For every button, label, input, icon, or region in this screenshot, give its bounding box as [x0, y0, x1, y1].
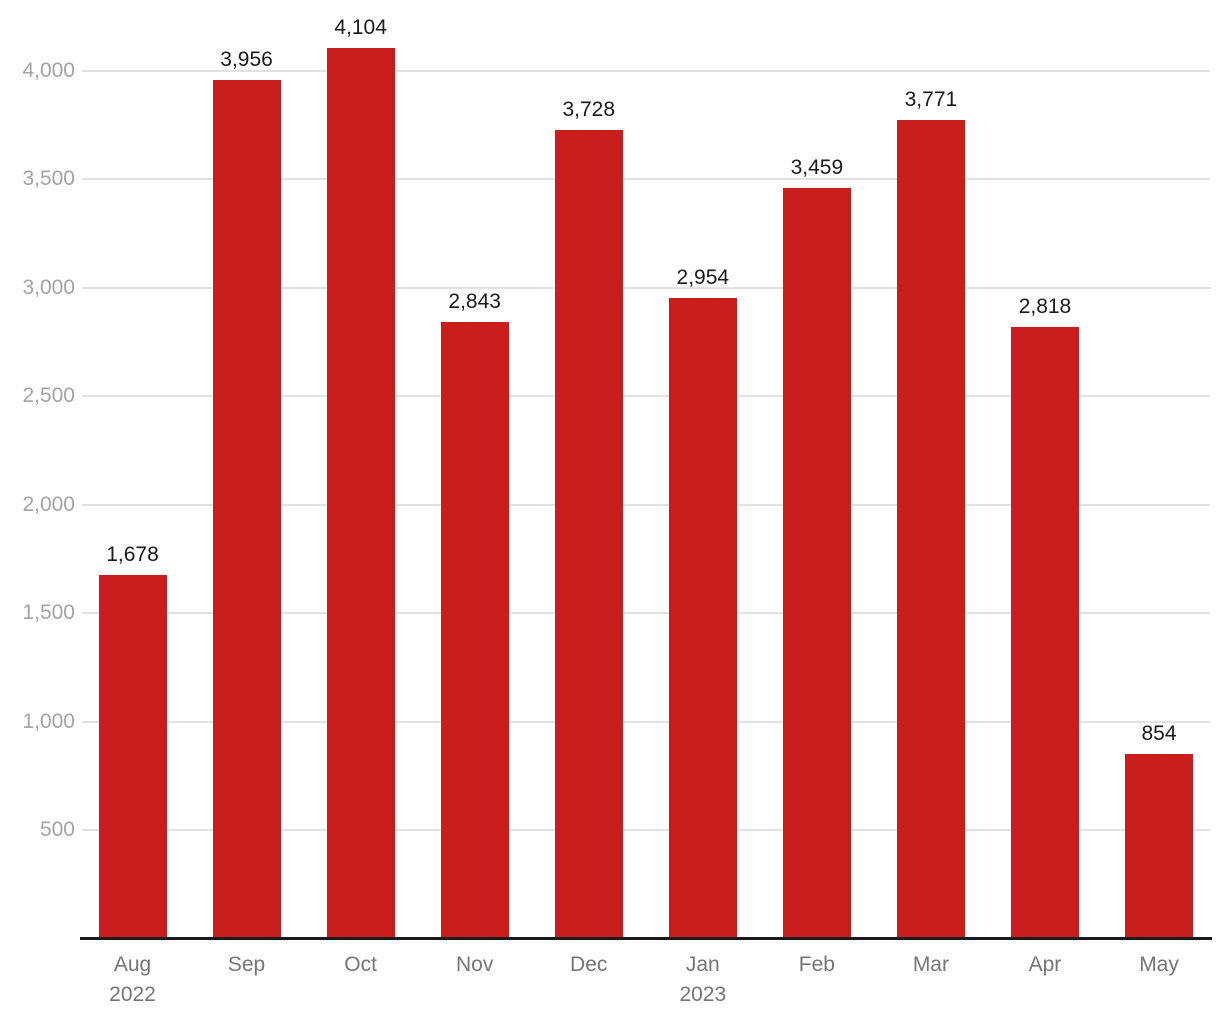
bar-apr[interactable]	[1010, 327, 1079, 939]
x-axis-month-label: Jan	[685, 953, 720, 976]
gridline	[82, 720, 1210, 723]
x-axis-month-label: Mar	[912, 953, 949, 976]
x-axis-month-label: Apr	[1028, 953, 1062, 976]
x-axis-label-sep: Sep	[187, 950, 307, 980]
bar-aug[interactable]	[98, 574, 167, 939]
x-axis-label-aug: Aug 2022	[73, 950, 193, 1010]
x-axis-year-label: 2023	[679, 983, 727, 1006]
x-axis-label-dec: Dec	[529, 950, 649, 980]
x-axis-label-jan: Jan 2023	[643, 950, 763, 1010]
x-axis-month-label: Dec	[570, 953, 608, 976]
y-axis-tick-label: 1,500	[22, 601, 75, 625]
bar-value-label-feb: 3,459	[790, 156, 844, 180]
x-axis-month-label: Feb	[798, 953, 835, 976]
x-axis-month-label: Sep	[227, 953, 266, 976]
gridline	[82, 829, 1210, 832]
bar-value-label-may: 854	[1141, 721, 1177, 745]
x-axis-label-apr: Apr	[985, 950, 1105, 980]
bar-oct[interactable]	[326, 48, 395, 939]
bar-value-label-aug: 1,678	[106, 542, 159, 566]
x-axis-month-label: May	[1139, 953, 1179, 976]
x-axis-label-feb: Feb	[757, 950, 877, 980]
bar-nov[interactable]	[440, 321, 509, 939]
bar-value-label-oct: 4,104	[334, 16, 387, 40]
bar-value-label-jan: 2,954	[676, 265, 730, 289]
x-axis-label-oct: Oct	[301, 950, 421, 980]
bar-value-label-dec: 3,728	[562, 97, 616, 121]
gridline	[82, 69, 1210, 72]
x-axis-month-label: Nov	[455, 953, 494, 976]
x-axis-month-label: Aug	[113, 953, 152, 976]
x-axis-year-label: 2022	[109, 983, 156, 1006]
bar-value-label-sep: 3,956	[220, 48, 273, 72]
bar-value-label-apr: 2,818	[1018, 295, 1072, 319]
x-axis-line	[80, 937, 1212, 940]
bar-may[interactable]	[1125, 753, 1194, 939]
y-axis-tick-label: 3,500	[22, 167, 75, 191]
bar-value-label-nov: 2,843	[448, 289, 501, 313]
gridline	[82, 395, 1210, 398]
x-axis-label-may: May	[1099, 950, 1219, 980]
y-axis-tick-label: 4,000	[22, 58, 75, 82]
gridline	[82, 612, 1210, 615]
y-axis-tick-label: 3,000	[22, 275, 75, 299]
x-axis-label-nov: Nov	[415, 950, 535, 980]
bar-jan[interactable]	[668, 297, 737, 939]
y-axis-tick-label: 1,000	[22, 709, 75, 733]
bar-dec[interactable]	[554, 129, 623, 939]
bar-sep[interactable]	[212, 80, 281, 939]
x-axis-month-label: Oct	[344, 953, 377, 976]
x-axis-label-mar: Mar	[871, 950, 991, 980]
bar-value-label-mar: 3,771	[904, 88, 958, 112]
y-axis-tick-label: 2,000	[22, 492, 75, 516]
gridline	[82, 286, 1210, 289]
bar-feb[interactable]	[782, 188, 851, 939]
gridline	[82, 178, 1210, 181]
y-axis-tick-label: 2,500	[22, 384, 75, 408]
bar-mar[interactable]	[896, 120, 965, 939]
y-axis-tick-label: 500	[39, 818, 75, 842]
gridline	[82, 503, 1210, 506]
